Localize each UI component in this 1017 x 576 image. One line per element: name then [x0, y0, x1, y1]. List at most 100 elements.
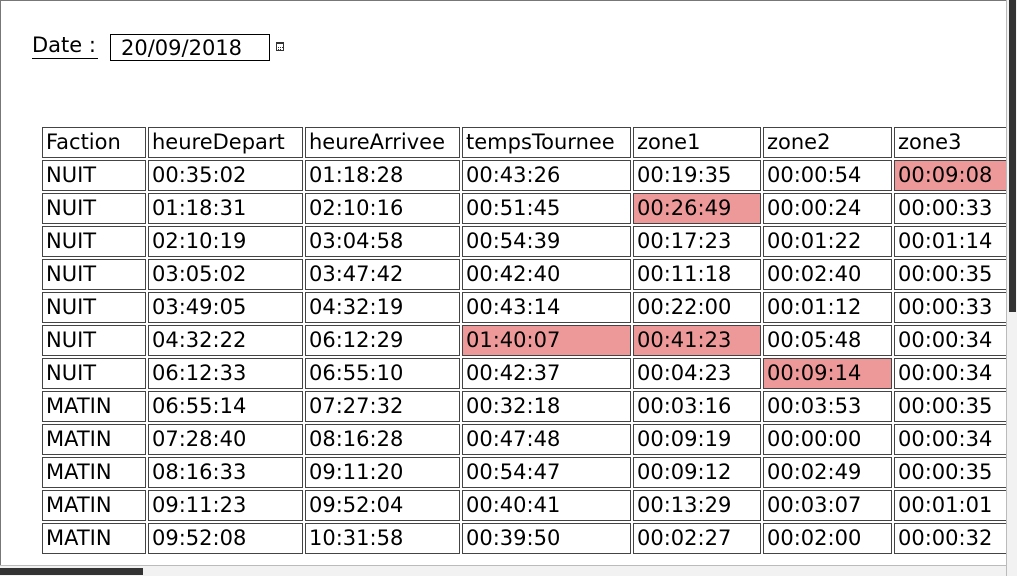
vertical-scrollbar-thumb[interactable]	[1009, 0, 1016, 312]
cell-zone3: 00:00:33	[894, 292, 1007, 323]
cell-heure-depart: 02:10:19	[148, 226, 303, 257]
cell-zone2: 00:00:54	[763, 160, 892, 191]
date-label: Date :	[32, 33, 98, 59]
cell-faction: NUIT	[42, 292, 146, 323]
cell-zone2: 00:01:22	[763, 226, 892, 257]
table-row[interactable]: NUIT 04:32:22 06:12:29 01:40:07 00:41:23 00:0…	[42, 325, 1007, 356]
cell-zone1: 00:03:16	[633, 391, 761, 422]
cell-heure-depart: 00:35:02	[148, 160, 303, 191]
cell-zone3: 00:00:34	[894, 424, 1007, 455]
column-header-zone1[interactable]: zone1	[633, 127, 761, 158]
table-row[interactable]: NUIT 01:18:31 02:10:16 00:51:45 00:26:49 00:0…	[42, 193, 1007, 224]
cell-faction: NUIT	[42, 160, 146, 191]
cell-faction: NUIT	[42, 193, 146, 224]
cell-zone1: 00:17:23	[633, 226, 761, 257]
cell-zone1: 00:13:29	[633, 490, 761, 521]
cell-zone1: 00:22:00	[633, 292, 761, 323]
cell-zone1: 00:02:27	[633, 523, 761, 554]
cell-heure-arrivee: 08:16:28	[305, 424, 460, 455]
cell-heure-arrivee: 06:12:29	[305, 325, 460, 356]
cell-heure-arrivee: 02:10:16	[305, 193, 460, 224]
cell-temps-tournee: 00:42:37	[462, 358, 631, 389]
cell-heure-depart: 07:28:40	[148, 424, 303, 455]
cell-temps-tournee: 00:47:48	[462, 424, 631, 455]
cell-faction: NUIT	[42, 325, 146, 356]
table-row[interactable]: MATIN 09:11:23 09:52:04 00:40:41 00:13:29 00:…	[42, 490, 1007, 521]
horizontal-scrollbar[interactable]	[0, 565, 1006, 576]
vertical-scrollbar[interactable]	[1006, 0, 1017, 576]
cell-zone3: 00:00:34	[894, 358, 1007, 389]
table-row[interactable]: NUIT 00:35:02 01:18:28 00:43:26 00:19:35 00:0…	[42, 160, 1007, 191]
column-header-heure-depart[interactable]: heureDepart	[148, 127, 303, 158]
cell-zone3: 00:00:34	[894, 325, 1007, 356]
cell-heure-depart: 06:12:33	[148, 358, 303, 389]
cell-heure-arrivee: 01:18:28	[305, 160, 460, 191]
cell-zone1: 00:09:12	[633, 457, 761, 488]
cell-heure-depart: 09:52:08	[148, 523, 303, 554]
cell-faction: NUIT	[42, 358, 146, 389]
cell-faction: MATIN	[42, 490, 146, 521]
cell-heure-arrivee: 03:47:42	[305, 259, 460, 290]
horizontal-scrollbar-thumb[interactable]	[0, 568, 143, 575]
cell-temps-tournee: 00:54:39	[462, 226, 631, 257]
cell-zone3: 00:01:01	[894, 490, 1007, 521]
cell-heure-arrivee: 04:32:19	[305, 292, 460, 323]
cell-zone2: 00:02:40	[763, 259, 892, 290]
column-header-temps-tournee[interactable]: tempsTournee	[462, 127, 631, 158]
table-row[interactable]: MATIN 08:16:33 09:11:20 00:54:47 00:09:12 00:…	[42, 457, 1007, 488]
cell-heure-depart: 09:11:23	[148, 490, 303, 521]
cell-zone2: 00:02:00	[763, 523, 892, 554]
cell-zone2: 00:09:14	[763, 358, 892, 389]
tour-table-viewport[interactable]: Faction heureDepart heureArrivee tempsTo…	[42, 127, 1007, 565]
cell-zone2: 00:03:07	[763, 490, 892, 521]
calendar-icon[interactable]	[276, 42, 284, 51]
cell-zone1: 00:41:23	[633, 325, 761, 356]
cell-temps-tournee: 01:40:07	[462, 325, 631, 356]
cell-zone3: 00:00:35	[894, 457, 1007, 488]
cell-zone1: 00:26:49	[633, 193, 761, 224]
cell-heure-arrivee: 09:52:04	[305, 490, 460, 521]
cell-zone3: 00:00:35	[894, 259, 1007, 290]
cell-heure-arrivee: 07:27:32	[305, 391, 460, 422]
cell-zone2: 00:00:24	[763, 193, 892, 224]
cell-temps-tournee: 00:51:45	[462, 193, 631, 224]
table-header-row: Faction heureDepart heureArrivee tempsTo…	[42, 127, 1007, 158]
table-row[interactable]: NUIT 02:10:19 03:04:58 00:54:39 00:17:23 00:0…	[42, 226, 1007, 257]
tour-table: Faction heureDepart heureArrivee tempsTo…	[42, 127, 1007, 556]
cell-heure-arrivee: 10:31:58	[305, 523, 460, 554]
cell-temps-tournee: 00:40:41	[462, 490, 631, 521]
cell-heure-depart: 03:05:02	[148, 259, 303, 290]
cell-faction: NUIT	[42, 259, 146, 290]
cell-heure-depart: 08:16:33	[148, 457, 303, 488]
column-header-zone2[interactable]: zone2	[763, 127, 892, 158]
table-row[interactable]: NUIT 03:05:02 03:47:42 00:42:40 00:11:18 00:0…	[42, 259, 1007, 290]
cell-faction: MATIN	[42, 457, 146, 488]
table-row[interactable]: MATIN 06:55:14 07:27:32 00:32:18 00:03:16 00:…	[42, 391, 1007, 422]
date-input[interactable]	[110, 34, 270, 61]
cell-faction: MATIN	[42, 523, 146, 554]
column-header-faction[interactable]: Faction	[42, 127, 146, 158]
cell-temps-tournee: 00:43:14	[462, 292, 631, 323]
cell-zone2: 00:05:48	[763, 325, 892, 356]
cell-heure-depart: 01:18:31	[148, 193, 303, 224]
cell-zone3: 00:00:33	[894, 193, 1007, 224]
cell-zone3: 00:09:08	[894, 160, 1007, 191]
cell-temps-tournee: 00:32:18	[462, 391, 631, 422]
cell-heure-depart: 04:32:22	[148, 325, 303, 356]
cell-zone1: 00:04:23	[633, 358, 761, 389]
cell-zone3: 00:00:32	[894, 523, 1007, 554]
column-header-heure-arrivee[interactable]: heureArrivee	[305, 127, 460, 158]
table-row[interactable]: MATIN 07:28:40 08:16:28 00:47:48 00:09:19 00:…	[42, 424, 1007, 455]
table-row[interactable]: NUIT 03:49:05 04:32:19 00:43:14 00:22:00 00:0…	[42, 292, 1007, 323]
cell-faction: NUIT	[42, 226, 146, 257]
cell-zone1: 00:19:35	[633, 160, 761, 191]
cell-zone1: 00:11:18	[633, 259, 761, 290]
cell-heure-arrivee: 06:55:10	[305, 358, 460, 389]
cell-zone3: 00:01:14	[894, 226, 1007, 257]
column-header-zone3[interactable]: zone3	[894, 127, 1007, 158]
table-row[interactable]: NUIT 06:12:33 06:55:10 00:42:37 00:04:23 00:0…	[42, 358, 1007, 389]
table-row[interactable]: MATIN 09:52:08 10:31:58 00:39:50 00:02:27 00:…	[42, 523, 1007, 554]
cell-zone3: 00:00:35	[894, 391, 1007, 422]
cell-zone2: 00:02:49	[763, 457, 892, 488]
cell-heure-depart: 06:55:14	[148, 391, 303, 422]
